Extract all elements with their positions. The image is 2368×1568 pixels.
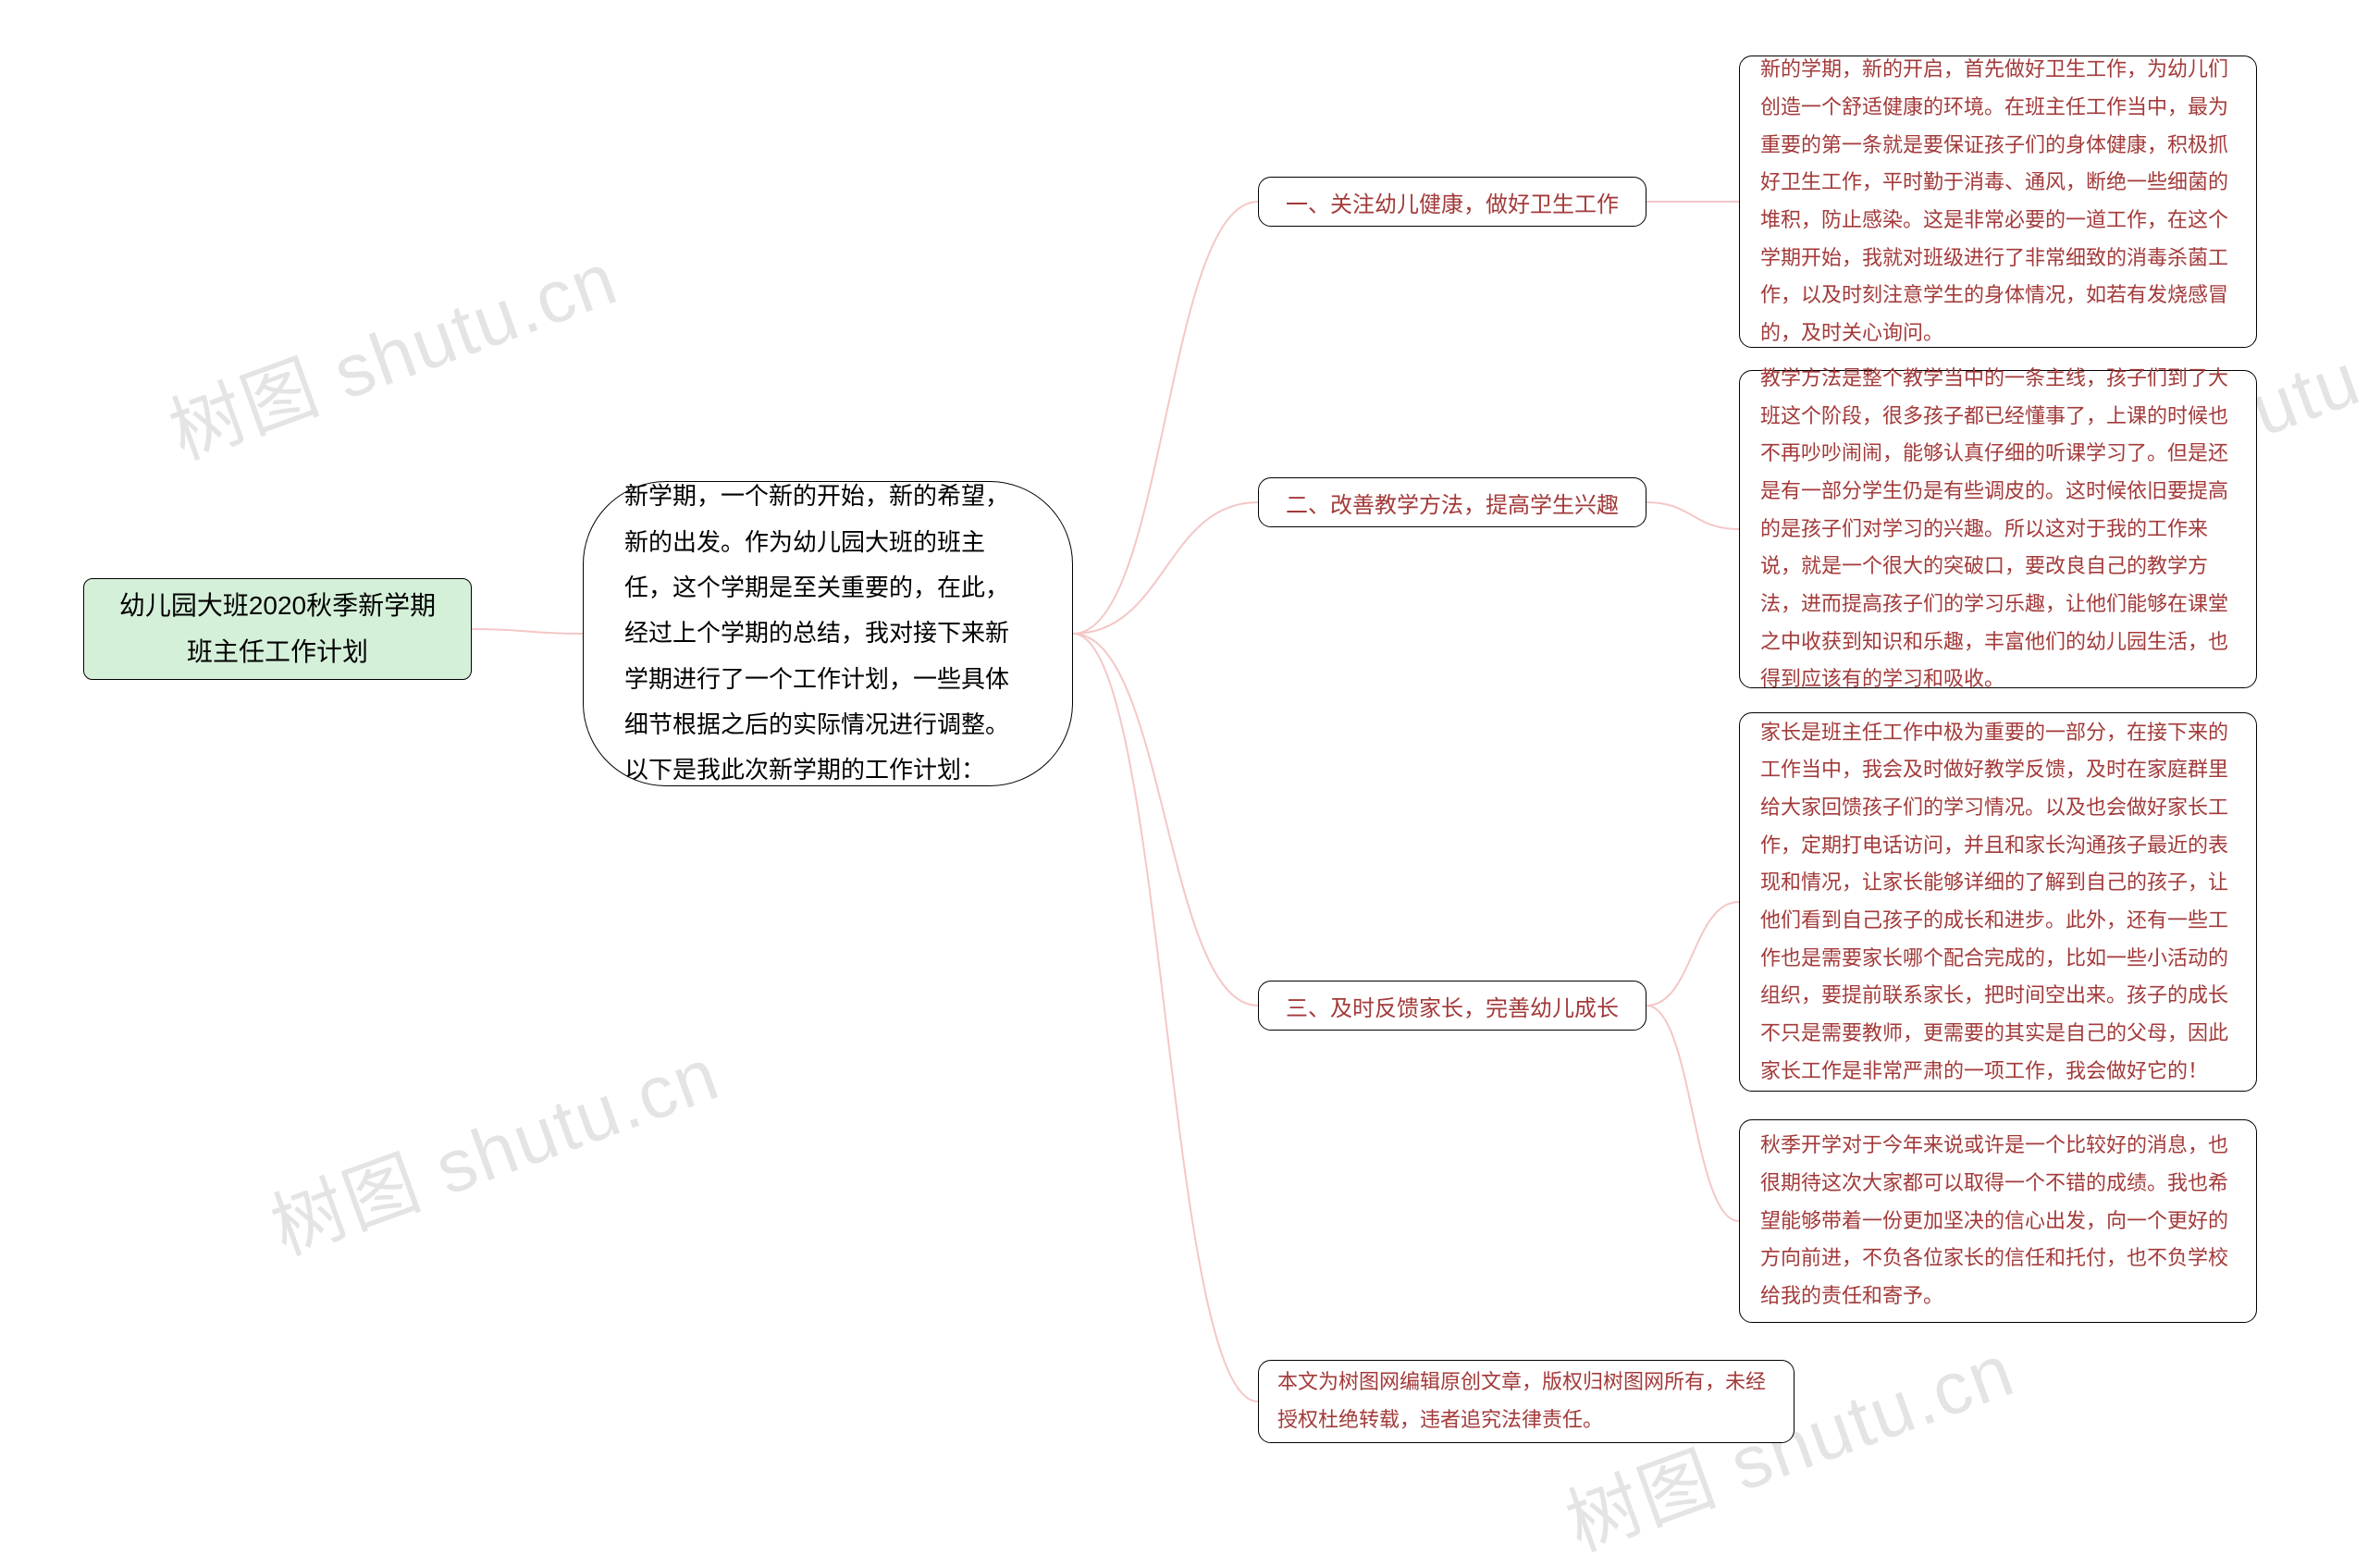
copyright-node: 本文为树图网编辑原创文章，版权归树图网所有，未经授权杜绝转载，违者追究法律责任。 [1258, 1360, 1794, 1443]
heading-text: 一、关注幼儿健康，做好卫生工作 [1286, 186, 1619, 218]
heading-node-2: 二、改善教学方法，提高学生兴趣 [1258, 477, 1646, 527]
leaf-text: 新的学期，新的开启，首先做好卫生工作，为幼儿们创造一个舒适健康的环境。在班主任工… [1760, 51, 2236, 352]
leaf-node-1: 新的学期，新的开启，首先做好卫生工作，为幼儿们创造一个舒适健康的环境。在班主任工… [1739, 56, 2257, 348]
heading-node-1: 一、关注幼儿健康，做好卫生工作 [1258, 177, 1646, 227]
leaf-node-4: 秋季开学对于今年来说或许是一个比较好的消息，也很期待这次大家都可以取得一个不错的… [1739, 1119, 2257, 1323]
leaf-node-3: 家长是班主任工作中极为重要的一部分，在接下来的工作当中，我会及时做好教学反馈，及… [1739, 712, 2257, 1092]
intro-node: 新学期，一个新的开始，新的希望，新的出发。作为幼儿园大班的班主任，这个学期是至关… [583, 481, 1073, 786]
heading-text: 三、及时反馈家长，完善幼儿成长 [1286, 990, 1619, 1022]
watermark: 树图 shutu.cn [153, 219, 630, 480]
root-text: 幼儿园大班2020秋季新学期班主任工作计划 [106, 583, 449, 676]
heading-text: 二、改善教学方法，提高学生兴趣 [1286, 487, 1619, 519]
leaf-text: 教学方法是整个教学当中的一条主线，孩子们到了大班这个阶段，很多孩子都已经懂事了，… [1760, 360, 2236, 698]
root-node: 幼儿园大班2020秋季新学期班主任工作计划 [83, 578, 472, 680]
intro-text: 新学期，一个新的开始，新的希望，新的出发。作为幼儿园大班的班主任，这个学期是至关… [624, 474, 1031, 794]
watermark: 树图 shutu.cn [254, 1015, 732, 1276]
leaf-text: 家长是班主任工作中极为重要的一部分，在接下来的工作当中，我会及时做好教学反馈，及… [1760, 714, 2236, 1091]
leaf-node-2: 教学方法是整个教学当中的一条主线，孩子们到了大班这个阶段，很多孩子都已经懂事了，… [1739, 370, 2257, 688]
leaf-text: 秋季开学对于今年来说或许是一个比较好的消息，也很期待这次大家都可以取得一个不错的… [1760, 1127, 2236, 1315]
heading-node-3: 三、及时反馈家长，完善幼儿成长 [1258, 981, 1646, 1031]
copyright-text: 本文为树图网编辑原创文章，版权归树图网所有，未经授权杜绝转载，违者追究法律责任。 [1277, 1364, 1775, 1438]
